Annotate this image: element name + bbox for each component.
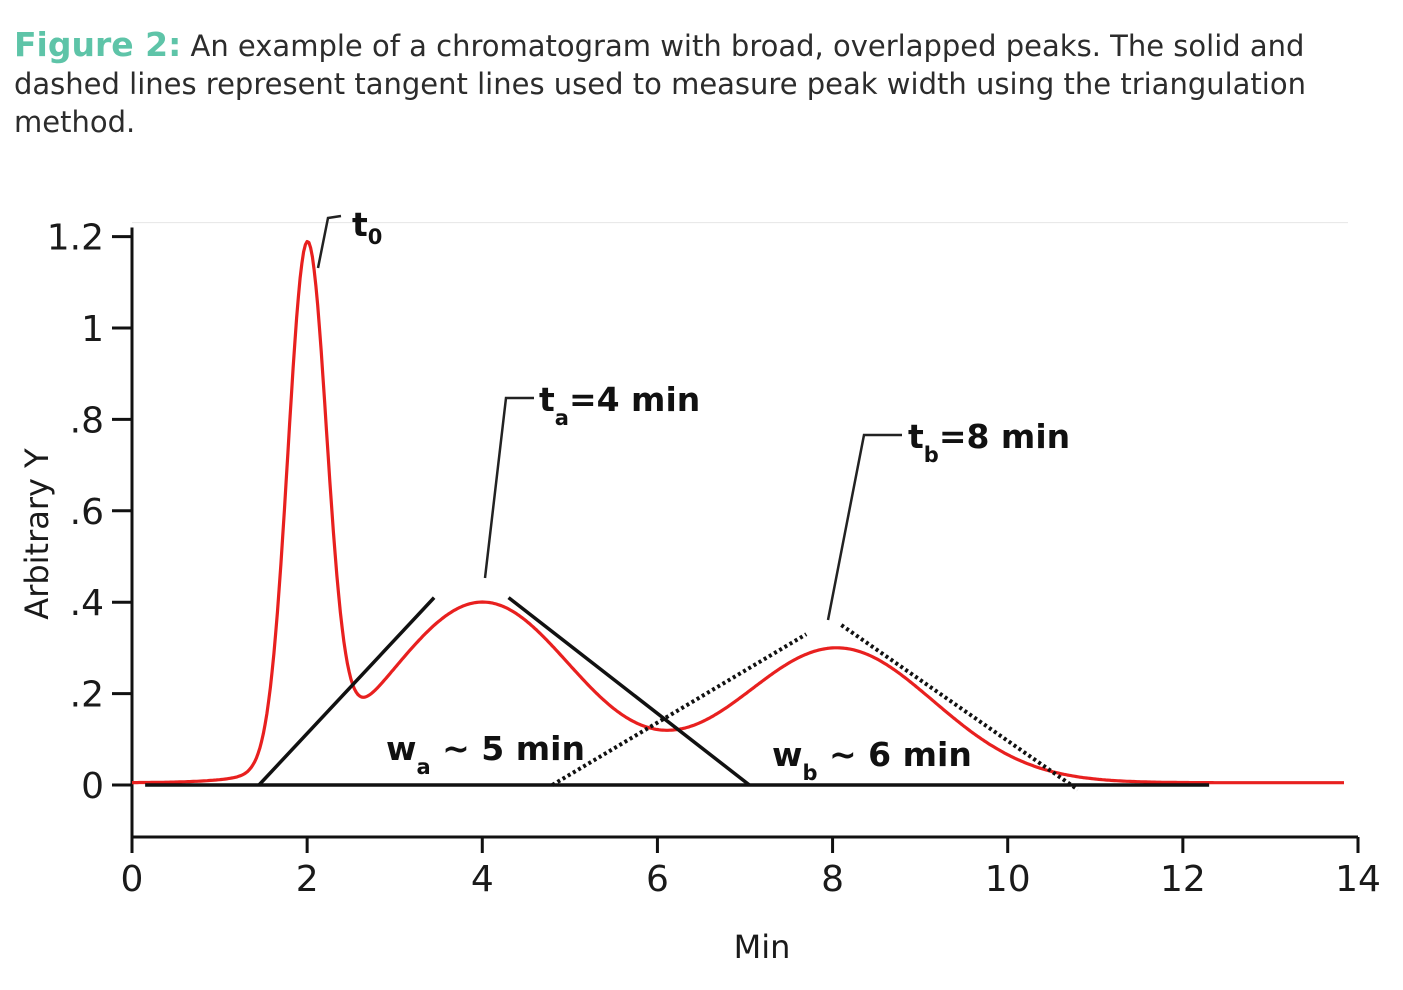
y-tick-label: 1.2 [47, 218, 104, 259]
x-tick-label: 8 [821, 859, 844, 900]
t0-main: t [352, 205, 368, 244]
peak-a-left-tangent [257, 596, 436, 787]
tangent-group [145, 596, 1210, 792]
y-tick-label: .8 [70, 400, 104, 441]
ta-main: t [539, 380, 555, 419]
wb-annotation: wb ~ 6 min [772, 735, 972, 785]
wa-main: w [386, 729, 417, 768]
ta-value: =4 min [569, 380, 700, 419]
x-tick-label: 0 [121, 859, 144, 900]
peak-a-right-tangent [507, 596, 751, 787]
peak-b-left-tangent [551, 632, 808, 787]
x-tick-label: 12 [1160, 859, 1206, 900]
tb-leader [826, 433, 902, 621]
ta-annotation: ta=4 min [539, 380, 700, 430]
wa-annotation: wa ~ 5 min [386, 729, 585, 779]
tick-group: 0 .2 .4 .6 .8 1 1.2 0 2 4 6 8 10 12 14 [47, 218, 1381, 900]
ta-leader [483, 396, 534, 579]
y-axis-title: Arbitrary Y [18, 448, 56, 620]
ta-subscript: a [555, 406, 569, 430]
x-tick-label: 4 [471, 859, 494, 900]
wa-subscript: a [417, 755, 431, 779]
wb-subscript: b [803, 761, 818, 785]
trace-group [132, 239, 1344, 785]
peak-b-right-tangent [840, 623, 1079, 792]
tb-main: t [908, 417, 924, 456]
x-axis-title: Min [734, 928, 791, 966]
t0-annotation: t0 [352, 205, 382, 249]
chromatogram-trace [132, 239, 1344, 785]
figure-caption: Figure 2: An example of a chromatogram w… [14, 26, 1344, 141]
x-tick-label: 10 [985, 859, 1031, 900]
x-tick-label: 14 [1335, 859, 1381, 900]
t0-subscript: 0 [368, 225, 383, 249]
axes [130, 222, 1358, 839]
tb-annotation: tb=8 min [908, 417, 1070, 467]
y-tick-label: 0 [81, 766, 104, 807]
y-tick-label: 1 [81, 309, 104, 350]
x-tick-label: 2 [296, 859, 319, 900]
x-tick-label: 6 [646, 859, 669, 900]
t0-leader [316, 214, 342, 269]
tb-value: =8 min [939, 417, 1070, 456]
figure-label: Figure 2: [14, 25, 182, 64]
caption-text: An example of a chromatogram with broad,… [14, 29, 1306, 139]
tb-subscript: b [924, 443, 939, 467]
wa-value: ~ 5 min [431, 729, 585, 768]
y-tick-label: .6 [70, 492, 104, 533]
wb-main: w [772, 735, 803, 774]
y-tick-label: .4 [70, 583, 104, 624]
wb-value: ~ 6 min [818, 735, 972, 774]
y-tick-label: .2 [70, 675, 104, 716]
